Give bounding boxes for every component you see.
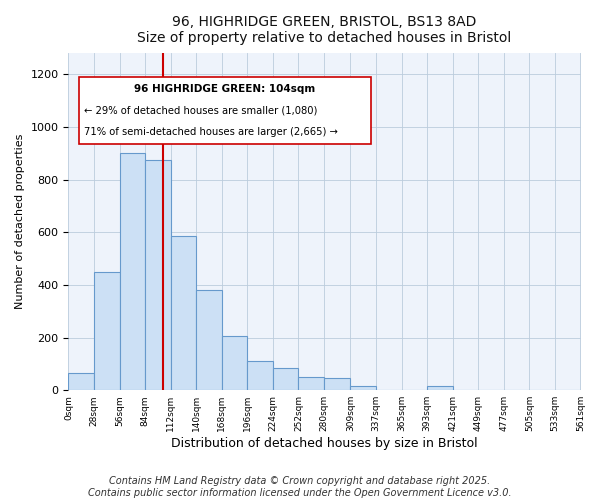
- FancyBboxPatch shape: [79, 77, 371, 144]
- Bar: [94, 272, 119, 390]
- Bar: [427, 386, 453, 390]
- Bar: [298, 377, 324, 390]
- Text: 71% of semi-detached houses are larger (2,665) →: 71% of semi-detached houses are larger (…: [84, 127, 338, 137]
- Y-axis label: Number of detached properties: Number of detached properties: [15, 134, 25, 310]
- Bar: [119, 154, 145, 390]
- Bar: [222, 336, 247, 390]
- Bar: [247, 362, 273, 390]
- Bar: [145, 160, 170, 390]
- Title: 96, HIGHRIDGE GREEN, BRISTOL, BS13 8AD
Size of property relative to detached hou: 96, HIGHRIDGE GREEN, BRISTOL, BS13 8AD S…: [137, 15, 512, 45]
- Text: 96 HIGHRIDGE GREEN: 104sqm: 96 HIGHRIDGE GREEN: 104sqm: [134, 84, 315, 94]
- Bar: [196, 290, 222, 390]
- X-axis label: Distribution of detached houses by size in Bristol: Distribution of detached houses by size …: [171, 437, 478, 450]
- Bar: [273, 368, 298, 390]
- Bar: [324, 378, 350, 390]
- Bar: [170, 236, 196, 390]
- Text: Contains HM Land Registry data © Crown copyright and database right 2025.
Contai: Contains HM Land Registry data © Crown c…: [88, 476, 512, 498]
- Text: ← 29% of detached houses are smaller (1,080): ← 29% of detached houses are smaller (1,…: [84, 106, 317, 116]
- Bar: [68, 373, 94, 390]
- Bar: [350, 386, 376, 390]
